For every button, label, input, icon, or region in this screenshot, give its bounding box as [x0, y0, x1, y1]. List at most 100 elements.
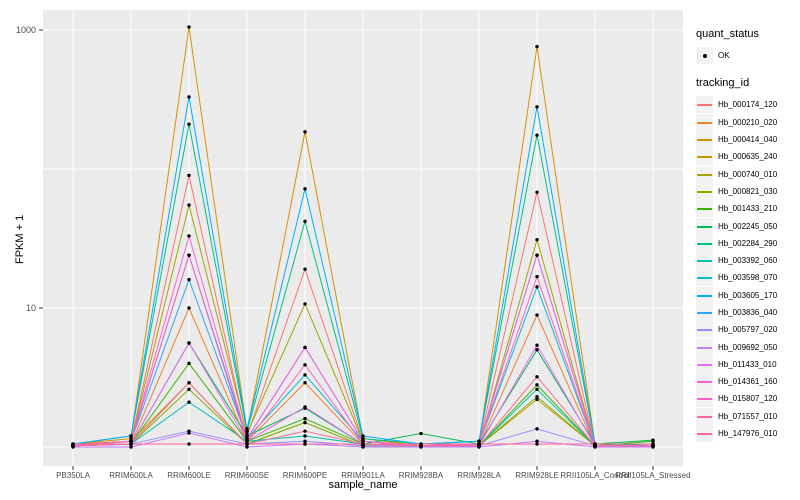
data-point — [303, 267, 307, 271]
data-point — [651, 444, 655, 448]
line-swatch-icon — [697, 260, 712, 263]
legend-item-label: Hb_002284_290 — [718, 238, 778, 248]
data-point — [303, 416, 307, 421]
legend-item-label: Hb_003836_040 — [718, 308, 778, 317]
legend-item-tracking-id: Hb_147976_010 — [696, 425, 800, 443]
data-point — [303, 373, 307, 377]
legend-key — [696, 113, 713, 131]
x-tick-label: PB350LA — [56, 471, 90, 480]
legend-key — [696, 338, 713, 356]
legend-item-label: Hb_005797_020 — [718, 325, 778, 335]
legend-item-label: Hb_011433_010 — [718, 359, 777, 369]
legend-key — [696, 304, 713, 321]
data-point — [361, 439, 365, 443]
data-point — [535, 238, 539, 242]
legend-item-tracking-id: Hb_003605_170 — [696, 286, 800, 304]
legend-key — [696, 182, 713, 200]
data-point — [187, 234, 191, 238]
line-swatch-icon — [697, 363, 712, 366]
legend-item-tracking-id: Hb_015807_120 — [696, 390, 800, 408]
line-swatch-icon — [697, 294, 712, 297]
legend-key — [696, 252, 713, 270]
legend-item-tracking-id: Hb_003392_060 — [696, 252, 800, 270]
data-point — [187, 95, 191, 99]
data-point — [187, 277, 191, 282]
data-point — [651, 438, 655, 442]
legend-item-label: Hb_009692_050 — [718, 342, 778, 352]
legend-quant-status-items: OK — [696, 47, 800, 65]
line-swatch-icon — [697, 190, 712, 193]
data-point — [303, 439, 307, 443]
data-point — [535, 190, 539, 194]
legend-item-tracking-id: Hb_011433_010 — [696, 355, 800, 373]
data-point — [129, 439, 133, 443]
data-point — [187, 173, 191, 178]
data-point — [245, 439, 249, 443]
legend-item-tracking-id: Hb_001433_210 — [696, 200, 800, 218]
data-point — [245, 445, 249, 449]
legend-item-label: Hb_147976_010 — [718, 429, 778, 439]
legend-key — [696, 286, 713, 304]
data-point — [303, 219, 307, 224]
data-point — [535, 274, 539, 279]
legend-key — [696, 148, 713, 166]
legend-item-label: Hb_002245_050 — [718, 221, 778, 231]
data-point — [535, 442, 539, 446]
line-swatch-icon — [697, 104, 712, 107]
legend-key — [696, 321, 713, 339]
legend-item-tracking-id: Hb_000635_240 — [696, 148, 800, 166]
data-point — [187, 442, 191, 446]
legend-item-tracking-id: Hb_071557_010 — [696, 407, 800, 425]
legend-item-tracking-id: Hb_002284_290 — [696, 234, 800, 252]
data-point — [187, 341, 191, 345]
data-point — [361, 436, 365, 441]
legend-item-tracking-id: Hb_000210_020 — [696, 113, 800, 131]
data-point — [593, 444, 597, 448]
legend-item-label: Hb_000174_120 — [718, 100, 778, 110]
data-point — [187, 122, 191, 126]
x-tick-label: RRIM928LE — [515, 471, 559, 480]
line-swatch-icon — [697, 398, 712, 401]
legend-item-tracking-id: Hb_009692_050 — [696, 338, 800, 356]
data-point — [245, 434, 249, 438]
legend-item-tracking-id: Hb_005797_020 — [696, 321, 800, 339]
data-point — [303, 420, 307, 425]
legend-key — [696, 407, 713, 425]
data-point — [535, 387, 539, 392]
y-tick-label: 1000 — [16, 25, 36, 35]
data-point — [535, 427, 539, 431]
data-point — [361, 442, 365, 446]
legend-item-label: Hb_003605_170 — [718, 290, 778, 300]
legend-item-tracking-id: Hb_003836_040 — [696, 304, 800, 321]
line-swatch-icon — [697, 242, 712, 245]
data-point — [535, 348, 539, 352]
data-point — [535, 343, 539, 347]
legend-title-tracking-id: tracking_id — [696, 77, 750, 90]
data-point — [361, 445, 365, 449]
x-tick-label: RRII105LA_Stressed — [615, 471, 690, 480]
data-point — [419, 444, 423, 448]
line-swatch-icon — [697, 173, 712, 176]
data-point — [245, 427, 249, 431]
legend-key — [696, 200, 713, 218]
legend-item-tracking-id: Hb_000174_120 — [696, 96, 800, 114]
line-swatch-icon — [697, 156, 712, 159]
x-tick-label: RRIM600SE — [225, 471, 269, 480]
legend-item-label: Hb_003392_060 — [718, 256, 778, 266]
line-swatch-icon — [697, 329, 712, 332]
data-point — [361, 434, 365, 438]
line-swatch-icon — [697, 225, 712, 228]
data-point — [535, 313, 539, 317]
data-point — [187, 253, 191, 257]
y-tick-label: 10 — [26, 303, 36, 313]
line-swatch-icon — [697, 415, 712, 418]
line-swatch-icon — [697, 381, 712, 384]
data-point — [129, 436, 133, 441]
legend-item-label: Hb_000414_040 — [718, 135, 778, 145]
legend-item-tracking-id: Hb_003598_070 — [696, 269, 800, 287]
legend-tracking-id-items: Hb_000174_120 Hb_000210_020 Hb_000414_040 H… — [696, 96, 800, 443]
data-point — [303, 130, 307, 134]
data-point — [187, 25, 191, 29]
